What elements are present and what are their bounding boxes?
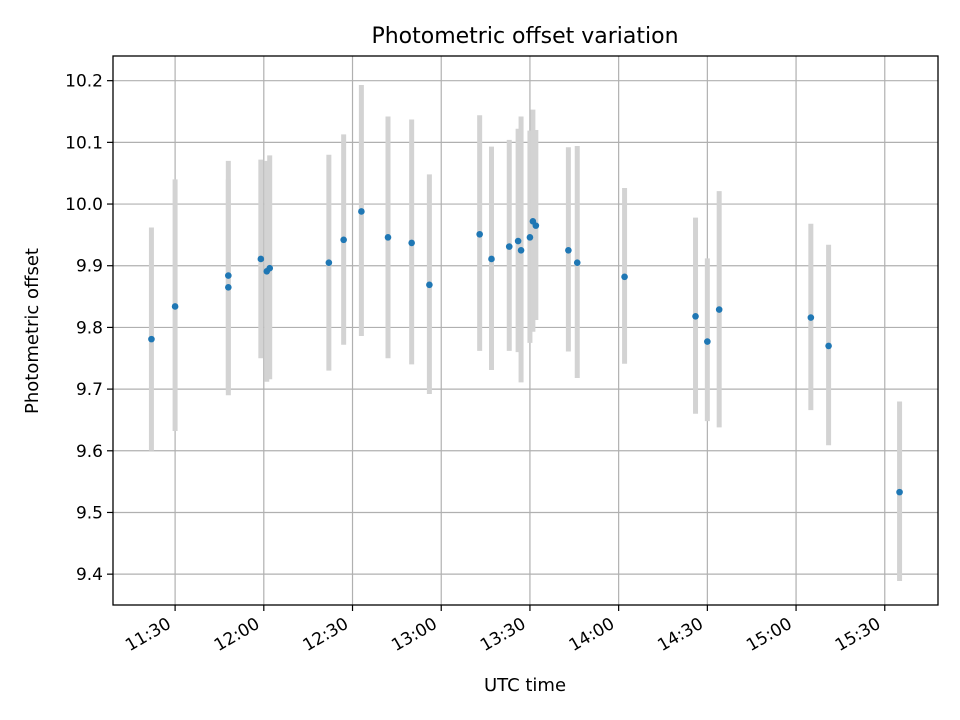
- y-tick-label: 9.9: [76, 257, 103, 277]
- data-point: [358, 208, 365, 215]
- data-point: [514, 237, 522, 245]
- y-tick-label: 9.8: [76, 318, 103, 338]
- y-tick-label: 9.4: [76, 565, 103, 585]
- data-point: [257, 255, 265, 263]
- data-point: [488, 255, 495, 263]
- data-point: [526, 234, 534, 241]
- y-tick-label: 9.7: [76, 380, 103, 400]
- data-point: [692, 313, 699, 320]
- data-point: [426, 281, 433, 289]
- data-point: [476, 230, 483, 238]
- y-axis-label: Photometric offset: [22, 248, 43, 414]
- data-point: [505, 243, 513, 250]
- data-point: [171, 303, 179, 310]
- data-point: [825, 342, 832, 350]
- data-point: [325, 259, 333, 266]
- data-point: [704, 338, 711, 345]
- plot-frame: [112, 55, 939, 606]
- grid-lines: [113, 56, 938, 605]
- data-point: [715, 306, 723, 313]
- data-point: [225, 284, 232, 291]
- y-tick-label: 10.2: [65, 72, 103, 92]
- data-point: [408, 239, 415, 247]
- data-points: [148, 208, 903, 496]
- data-point: [225, 272, 232, 279]
- data-point: [148, 335, 155, 343]
- y-tick-label: 10.0: [65, 195, 103, 215]
- data-point: [532, 222, 540, 229]
- data-point: [517, 247, 525, 254]
- data-point: [565, 247, 572, 254]
- chart-title: Photometric offset variation: [371, 24, 678, 49]
- data-point: [340, 236, 347, 244]
- data-point: [266, 264, 274, 272]
- y-tick-label: 10.1: [65, 133, 103, 153]
- y-tick-label: 9.5: [76, 503, 103, 523]
- y-tick-label: 9.6: [76, 442, 103, 462]
- data-point: [807, 314, 815, 321]
- data-point: [621, 273, 628, 281]
- data-point: [384, 234, 392, 241]
- data-point: [896, 488, 903, 496]
- data-point: [573, 259, 581, 266]
- x-axis-label: UTC time: [484, 675, 566, 696]
